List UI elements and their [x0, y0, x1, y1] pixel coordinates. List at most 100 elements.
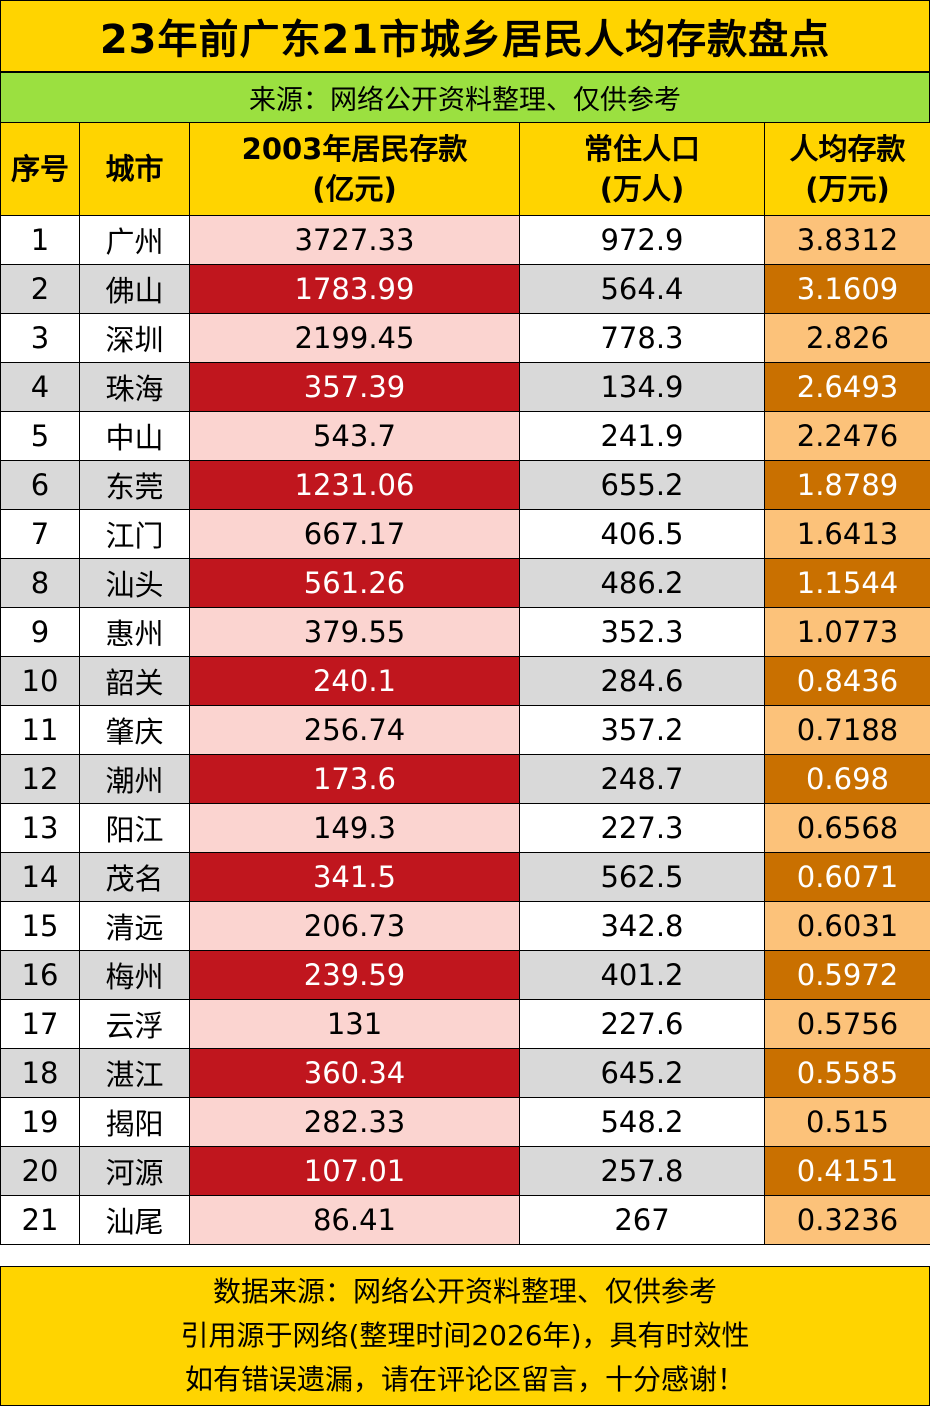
- header-deposit: 2003年居民存款 (亿元): [189, 122, 520, 216]
- cell-per-capita: 2.826: [764, 313, 930, 363]
- cell-population: 342.8: [519, 901, 765, 951]
- cell-deposit: 149.3: [189, 803, 520, 853]
- header-per-capita-line1: 人均存款: [789, 132, 906, 166]
- cell-per-capita: 1.1544: [764, 558, 930, 608]
- table-row: 2 佛山 1783.99 564.4 3.1609: [0, 264, 930, 314]
- cell-per-capita: 3.1609: [764, 264, 930, 314]
- cell-city: 佛山: [79, 264, 190, 314]
- cell-rank: 2: [0, 264, 80, 314]
- header-population: 常住人口 (万人): [519, 122, 765, 216]
- footer-line-2: 引用源于网络(整理时间2026年)，具有时效性: [180, 1319, 750, 1352]
- cell-deposit: 379.55: [189, 607, 520, 657]
- cell-rank: 5: [0, 411, 80, 461]
- cell-deposit: 561.26: [189, 558, 520, 608]
- cell-deposit: 173.6: [189, 754, 520, 804]
- cell-city: 韶关: [79, 656, 190, 706]
- header-per-capita: 人均存款 (万元): [764, 122, 930, 216]
- cell-population: 227.3: [519, 803, 765, 853]
- cell-rank: 21: [0, 1195, 80, 1245]
- table-row: 15 清远 206.73 342.8 0.6031: [0, 901, 930, 951]
- footer-line-3: 如有错误遗漏，请在评论区留言，十分感谢！: [184, 1363, 745, 1396]
- cell-per-capita: 3.8312: [764, 215, 930, 265]
- table-row: 4 珠海 357.39 134.9 2.6493: [0, 362, 930, 412]
- cell-per-capita: 0.698: [764, 754, 930, 804]
- cell-city: 惠州: [79, 607, 190, 657]
- cell-population: 564.4: [519, 264, 765, 314]
- cell-deposit: 86.41: [189, 1195, 520, 1245]
- cell-city: 中山: [79, 411, 190, 461]
- cell-city: 梅州: [79, 950, 190, 1000]
- cell-deposit: 357.39: [189, 362, 520, 412]
- table-body: 1 广州 3727.33 972.9 3.8312 2 佛山 1783.99 564.4 3.16…: [0, 215, 930, 1245]
- cell-population: 562.5: [519, 852, 765, 902]
- footer-line-1: 数据来源：网络公开资料整理、仅供参考: [212, 1275, 717, 1308]
- cell-deposit: 360.34: [189, 1048, 520, 1098]
- cell-deposit: 131: [189, 999, 520, 1049]
- cell-per-capita: 0.6031: [764, 901, 930, 951]
- cell-city: 江门: [79, 509, 190, 559]
- cell-deposit: 543.7: [189, 411, 520, 461]
- cell-per-capita: 0.515: [764, 1097, 930, 1147]
- table-row: 13 阳江 149.3 227.3 0.6568: [0, 803, 930, 853]
- cell-rank: 11: [0, 705, 80, 755]
- cell-per-capita: 0.5756: [764, 999, 930, 1049]
- table-row: 19 揭阳 282.33 548.2 0.515: [0, 1097, 930, 1147]
- header-deposit-line2: (亿元): [312, 172, 397, 206]
- cell-rank: 3: [0, 313, 80, 363]
- table-row: 1 广州 3727.33 972.9 3.8312: [0, 215, 930, 265]
- cell-deposit: 667.17: [189, 509, 520, 559]
- header-deposit-line1: 2003年居民存款: [241, 132, 468, 166]
- cell-rank: 15: [0, 901, 80, 951]
- cell-city: 揭阳: [79, 1097, 190, 1147]
- table-row: 9 惠州 379.55 352.3 1.0773: [0, 607, 930, 657]
- cell-deposit: 341.5: [189, 852, 520, 902]
- page-title: 23年前广东21市城乡居民人均存款盘点: [0, 0, 930, 72]
- cell-rank: 16: [0, 950, 80, 1000]
- cell-per-capita: 1.6413: [764, 509, 930, 559]
- cell-population: 248.7: [519, 754, 765, 804]
- cell-deposit: 1783.99: [189, 264, 520, 314]
- cell-per-capita: 0.4151: [764, 1146, 930, 1196]
- cell-population: 357.2: [519, 705, 765, 755]
- table-row: 5 中山 543.7 241.9 2.2476: [0, 411, 930, 461]
- cell-city: 东莞: [79, 460, 190, 510]
- cell-city: 清远: [79, 901, 190, 951]
- page-subtitle: 来源：网络公开资料整理、仅供参考: [0, 72, 930, 123]
- cell-population: 406.5: [519, 509, 765, 559]
- cell-city: 茂名: [79, 852, 190, 902]
- cell-population: 972.9: [519, 215, 765, 265]
- cell-rank: 8: [0, 558, 80, 608]
- cell-rank: 20: [0, 1146, 80, 1196]
- cell-population: 134.9: [519, 362, 765, 412]
- cell-city: 潮州: [79, 754, 190, 804]
- cell-city: 汕头: [79, 558, 190, 608]
- cell-per-capita: 2.2476: [764, 411, 930, 461]
- table-row: 11 肇庆 256.74 357.2 0.7188: [0, 705, 930, 755]
- header-city: 城市: [79, 122, 190, 216]
- cell-city: 肇庆: [79, 705, 190, 755]
- cell-rank: 18: [0, 1048, 80, 1098]
- cell-deposit: 1231.06: [189, 460, 520, 510]
- cell-rank: 14: [0, 852, 80, 902]
- cell-deposit: 256.74: [189, 705, 520, 755]
- table-row: 6 东莞 1231.06 655.2 1.8789: [0, 460, 930, 510]
- cell-population: 284.6: [519, 656, 765, 706]
- cell-city: 广州: [79, 215, 190, 265]
- cell-deposit: 3727.33: [189, 215, 520, 265]
- cell-city: 汕尾: [79, 1195, 190, 1245]
- cell-per-capita: 0.5585: [764, 1048, 930, 1098]
- cell-population: 645.2: [519, 1048, 765, 1098]
- table-row: 16 梅州 239.59 401.2 0.5972: [0, 950, 930, 1000]
- deposit-table: 序号 城市 2003年居民存款 (亿元) 常住人口 (万人) 人均存款 (万元)…: [0, 122, 930, 1245]
- cell-city: 阳江: [79, 803, 190, 853]
- cell-per-capita: 2.6493: [764, 362, 930, 412]
- cell-rank: 9: [0, 607, 80, 657]
- table-header-row: 序号 城市 2003年居民存款 (亿元) 常住人口 (万人) 人均存款 (万元): [0, 122, 930, 216]
- cell-deposit: 206.73: [189, 901, 520, 951]
- cell-population: 352.3: [519, 607, 765, 657]
- cell-population: 401.2: [519, 950, 765, 1000]
- header-per-capita-line2: (万元): [805, 172, 890, 206]
- cell-city: 珠海: [79, 362, 190, 412]
- cell-rank: 12: [0, 754, 80, 804]
- cell-city: 云浮: [79, 999, 190, 1049]
